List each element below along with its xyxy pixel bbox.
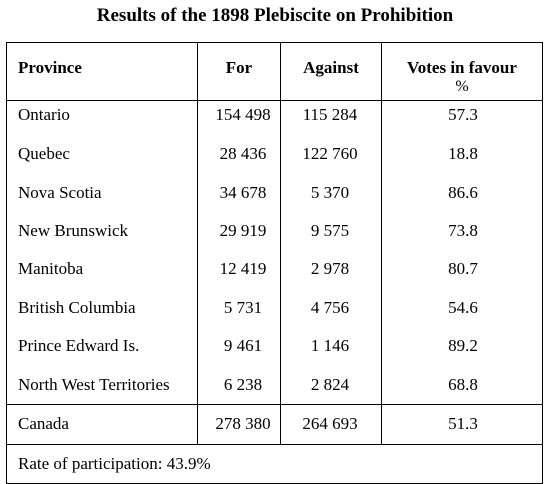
province-name: Manitoba <box>6 250 198 289</box>
header-province: Province <box>6 42 198 101</box>
votes-against: 2 978 <box>280 250 382 289</box>
province-name: Nova Scotia <box>6 173 198 212</box>
province-name: Prince Edward Is. <box>6 326 198 366</box>
votes-against: 122 760 <box>280 135 382 174</box>
table-row: Prince Edward Is. 9 461 1 146 89.2 <box>6 326 543 366</box>
total-section: Canada 278 380 264 693 51.3 <box>6 403 543 445</box>
table-row: North West Territories 6 238 2 824 68.8 <box>6 365 543 405</box>
table-row: New Brunswick 29 919 9 575 73.8 <box>6 211 543 251</box>
header-against: Against <box>280 42 382 101</box>
total-votes-for: 278 380 <box>197 403 281 445</box>
percent-in-favour: 89.2 <box>381 326 543 366</box>
participation-rate-note: Rate of participation: 43.9% <box>6 443 543 484</box>
table-row: British Columbia 5 731 4 756 54.6 <box>6 288 543 327</box>
votes-for: 5 731 <box>197 288 281 327</box>
plebiscite-results-table: Province For Against Votes in favour % O… <box>6 42 543 484</box>
header-percent-sign: % <box>455 78 469 95</box>
total-votes-against: 264 693 <box>280 403 382 445</box>
votes-against: 9 575 <box>280 211 382 251</box>
province-name: North West Territories <box>6 365 198 405</box>
header-votes-in-favour-label: Votes in favour <box>407 58 517 77</box>
votes-for: 34 678 <box>197 173 281 212</box>
percent-in-favour: 86.6 <box>381 173 543 212</box>
votes-for: 28 436 <box>197 135 281 174</box>
percent-in-favour: 18.8 <box>381 135 543 174</box>
header-votes-in-favour: Votes in favour % <box>381 42 543 101</box>
table-title: Results of the 1898 Plebiscite on Prohib… <box>96 5 454 26</box>
table-row: Manitoba 12 419 2 978 80.7 <box>6 250 543 289</box>
header-row: Province For Against Votes in favour % <box>6 42 543 101</box>
table-row: Nova Scotia 34 678 5 370 86.6 <box>6 173 543 212</box>
province-name: British Columbia <box>6 288 198 327</box>
percent-in-favour: 80.7 <box>381 250 543 289</box>
total-label: Canada <box>6 403 198 445</box>
province-rows: Ontario 154 498 115 284 57.3 Quebec 28 4… <box>6 100 543 405</box>
header-for-label: For <box>225 58 253 77</box>
percent-in-favour: 68.8 <box>381 365 543 405</box>
province-name: Quebec <box>6 135 198 174</box>
table-row: Quebec 28 436 122 760 18.8 <box>6 135 543 174</box>
header-province-label: Province <box>18 58 82 77</box>
votes-for: 154 498 <box>197 100 281 135</box>
votes-for: 12 419 <box>197 250 281 289</box>
footer-row: Rate of participation: 43.9% <box>6 443 543 484</box>
votes-for: 29 919 <box>197 211 281 251</box>
province-name: Ontario <box>6 100 198 135</box>
footer-section: Rate of participation: 43.9% <box>6 443 543 484</box>
total-row: Canada 278 380 264 693 51.3 <box>6 403 543 445</box>
votes-against: 1 146 <box>280 326 382 366</box>
table-row: Ontario 154 498 115 284 57.3 <box>6 100 543 135</box>
header-for: For <box>197 42 281 101</box>
percent-in-favour: 73.8 <box>381 211 543 251</box>
percent-in-favour: 54.6 <box>381 288 543 327</box>
votes-for: 6 238 <box>197 365 281 405</box>
votes-against: 2 824 <box>280 365 382 405</box>
total-percent-in-favour: 51.3 <box>381 403 543 445</box>
votes-against: 115 284 <box>280 100 382 135</box>
percent-in-favour: 57.3 <box>381 100 543 135</box>
votes-for: 9 461 <box>197 326 281 366</box>
header-against-label: Against <box>303 58 359 77</box>
province-name: New Brunswick <box>6 211 198 251</box>
votes-against: 4 756 <box>280 288 382 327</box>
votes-against: 5 370 <box>280 173 382 212</box>
